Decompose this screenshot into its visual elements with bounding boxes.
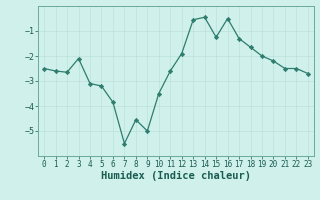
X-axis label: Humidex (Indice chaleur): Humidex (Indice chaleur) xyxy=(101,171,251,181)
